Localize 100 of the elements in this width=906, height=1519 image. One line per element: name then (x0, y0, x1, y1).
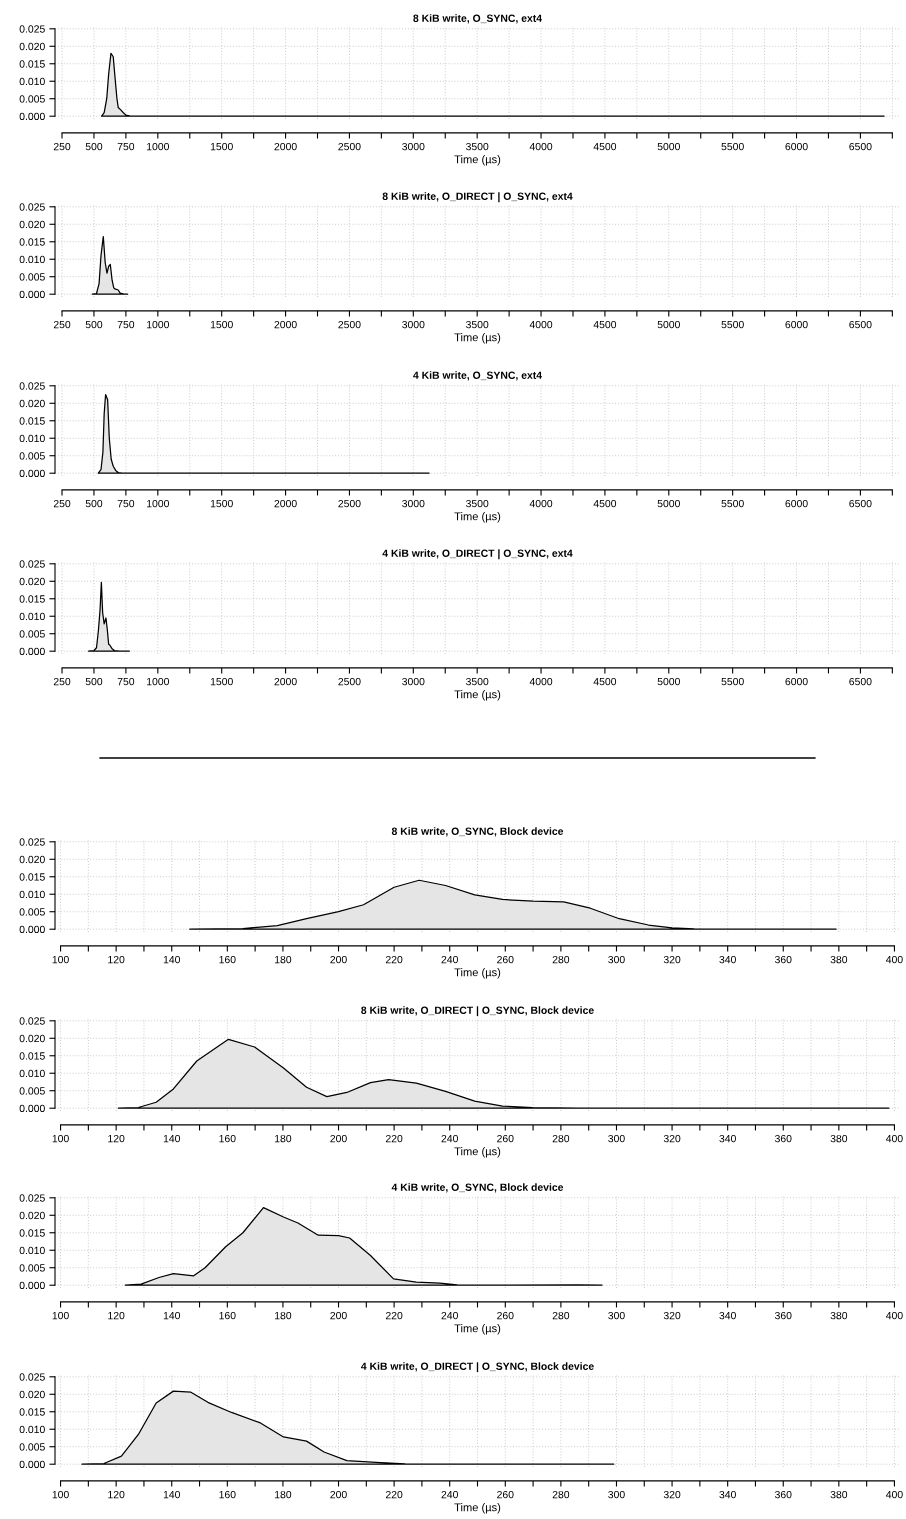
x-axis-title: Time (µs) (454, 1324, 501, 1335)
x-axis-title: Time (µs) (454, 690, 501, 701)
x-axis-title: Time (µs) (454, 155, 501, 166)
x-tick-label: 750 (117, 142, 135, 151)
x-tick-label: 3500 (465, 677, 489, 686)
y-tick-label: 0.025 (19, 838, 45, 846)
x-tick-label: 6500 (849, 499, 872, 508)
x-tick-label: 3000 (402, 320, 425, 329)
x-tick-label: 250 (53, 142, 71, 151)
x-tick-label: 260 (497, 1311, 514, 1320)
x-tick-label: 1500 (210, 677, 233, 686)
y-tick-label: 0.000 (19, 1460, 45, 1469)
y-tick-label: 0.020 (19, 1390, 45, 1399)
x-tick-label: 360 (774, 955, 792, 964)
x-tick-label: 200 (330, 1134, 347, 1143)
x-tick-label: 340 (719, 1134, 736, 1143)
y-tick-label: 0.005 (19, 452, 45, 460)
x-tick-label: 5500 (721, 142, 744, 151)
x-tick-label: 300 (608, 1134, 625, 1143)
x-tick-label: 2000 (274, 320, 297, 329)
y-tick-label: 0.010 (19, 1069, 45, 1078)
x-tick-label: 380 (830, 1134, 848, 1143)
chart-title: 8 KiB write, O_DIRECT | O_SYNC, Block device (361, 1006, 594, 1017)
x-tick-label: 2500 (338, 499, 361, 508)
y-tick-label: 0.020 (19, 1034, 45, 1043)
x-tick-label: 120 (108, 955, 125, 964)
y-tick-label: 0.020 (19, 42, 45, 51)
x-axis-title: Time (µs) (454, 333, 501, 344)
chart-title: 4 KiB write, O_SYNC, Block device (391, 1183, 564, 1193)
y-tick-label: 0.000 (19, 469, 45, 478)
x-tick-label: 3000 (402, 499, 425, 508)
y-tick-label: 0.020 (19, 1211, 45, 1220)
x-tick-label: 750 (117, 677, 135, 686)
x-tick-label: 5000 (657, 499, 680, 508)
x-tick-label: 2000 (274, 499, 297, 508)
x-tick-label: 4500 (593, 320, 617, 329)
y-tick-label: 0.000 (19, 925, 45, 934)
y-tick-label: 0.020 (19, 220, 45, 229)
x-tick-label: 300 (608, 955, 625, 964)
x-tick-label: 1500 (210, 499, 233, 508)
y-tick-label: 0.005 (19, 1087, 45, 1095)
x-tick-label: 6500 (849, 320, 872, 329)
x-tick-label: 4000 (529, 142, 553, 151)
y-tick-label: 0.015 (19, 1408, 45, 1416)
y-tick-label: 0.025 (19, 25, 45, 33)
x-tick-label: 200 (330, 955, 347, 964)
y-tick-label: 0.010 (19, 612, 45, 621)
y-tick-label: 0.010 (19, 77, 45, 86)
x-tick-label: 1000 (147, 499, 170, 508)
y-tick-label: 0.000 (19, 112, 45, 121)
x-tick-label: 500 (85, 320, 103, 329)
y-tick-label: 0.015 (19, 60, 45, 68)
x-tick-label: 4000 (529, 320, 553, 329)
x-tick-label: 260 (497, 955, 514, 964)
x-tick-label: 340 (719, 1490, 736, 1499)
x-tick-label: 5000 (657, 320, 680, 329)
y-tick-label: 0.005 (19, 1443, 45, 1451)
y-tick-label: 0.010 (19, 255, 45, 264)
x-tick-label: 250 (53, 320, 71, 329)
x-tick-label: 5000 (657, 142, 680, 151)
y-tick-label: 0.025 (19, 1373, 45, 1381)
x-tick-label: 3500 (465, 320, 489, 329)
x-tick-label: 300 (608, 1311, 625, 1320)
x-tick-label: 380 (830, 955, 848, 964)
x-tick-label: 280 (552, 1490, 570, 1499)
y-tick-label: 0.010 (19, 1425, 45, 1434)
y-tick-label: 0.000 (19, 290, 45, 299)
chart-title: 8 KiB write, O_SYNC, ext4 (413, 14, 542, 24)
x-tick-label: 340 (719, 955, 736, 964)
x-tick-label: 6500 (849, 677, 872, 686)
x-tick-label: 180 (275, 1490, 292, 1499)
x-tick-label: 2500 (338, 142, 361, 151)
x-tick-label: 240 (441, 955, 458, 964)
x-tick-label: 240 (441, 1134, 458, 1143)
y-tick-label: 0.005 (19, 630, 45, 638)
y-tick-label: 0.005 (19, 1264, 45, 1272)
x-tick-label: 500 (85, 142, 103, 151)
x-tick-label: 500 (85, 499, 103, 508)
y-tick-label: 0.015 (19, 238, 45, 246)
x-tick-label: 2000 (274, 677, 297, 686)
y-tick-label: 0.005 (19, 273, 45, 281)
x-tick-label: 240 (441, 1490, 458, 1499)
x-tick-label: 6500 (849, 142, 872, 151)
x-tick-label: 100 (52, 1490, 69, 1499)
y-tick-label: 0.010 (19, 1246, 45, 1255)
x-tick-label: 250 (53, 499, 71, 508)
x-tick-label: 750 (117, 499, 135, 508)
x-tick-label: 1000 (147, 142, 170, 151)
x-tick-label: 200 (330, 1490, 347, 1499)
x-tick-label: 220 (385, 1311, 403, 1320)
x-tick-label: 2500 (338, 320, 361, 329)
x-tick-label: 250 (53, 677, 71, 686)
y-tick-label: 0.000 (19, 1281, 45, 1290)
y-tick-label: 0.015 (19, 1052, 45, 1060)
y-tick-label: 0.025 (19, 560, 45, 568)
x-tick-label: 280 (552, 1311, 570, 1320)
x-tick-label: 3500 (465, 499, 489, 508)
x-tick-label: 260 (497, 1490, 514, 1499)
y-tick-label: 0.015 (19, 595, 45, 603)
x-tick-label: 2500 (338, 677, 361, 686)
